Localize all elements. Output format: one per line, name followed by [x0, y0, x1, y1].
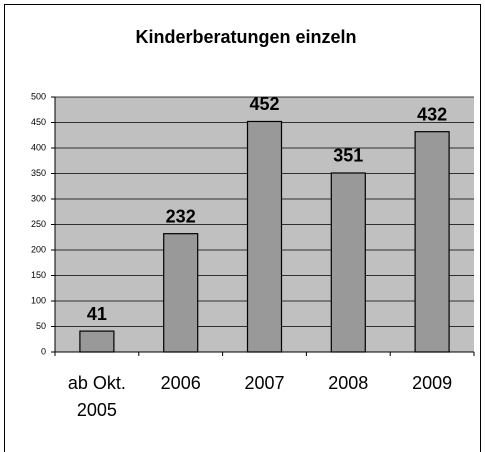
- y-tick-label: 350: [31, 168, 46, 178]
- value-label: 432: [417, 104, 447, 124]
- y-tick-label: 300: [31, 193, 46, 203]
- bar: [79, 330, 115, 353]
- value-label: 452: [249, 94, 279, 114]
- x-tick-label: 2006: [161, 373, 201, 393]
- chart-title: Kinderberatungen einzeln: [135, 27, 356, 47]
- y-tick-label: 150: [31, 270, 46, 280]
- bar: [330, 172, 366, 353]
- value-label: 41: [87, 304, 107, 324]
- y-tick-label: 100: [31, 295, 46, 305]
- y-tick-label: 500: [31, 91, 46, 101]
- bar: [163, 233, 199, 353]
- y-tick-label: 400: [31, 142, 46, 152]
- x-tick-label: 2007: [244, 373, 284, 393]
- bar: [246, 120, 283, 353]
- y-tick-label: 50: [36, 321, 46, 331]
- value-label: 351: [333, 146, 363, 166]
- value-label: 232: [166, 206, 196, 226]
- y-tick-label: 200: [31, 244, 46, 254]
- y-tick-label: 250: [31, 219, 46, 229]
- y-tick-label: 0: [41, 346, 46, 356]
- bar: [414, 131, 450, 353]
- x-tick-label: 2008: [328, 373, 368, 393]
- y-tick-label: 450: [31, 117, 46, 127]
- x-tick-label: ab Okt. 2005: [68, 373, 126, 420]
- x-tick-label: 2009: [412, 373, 452, 393]
